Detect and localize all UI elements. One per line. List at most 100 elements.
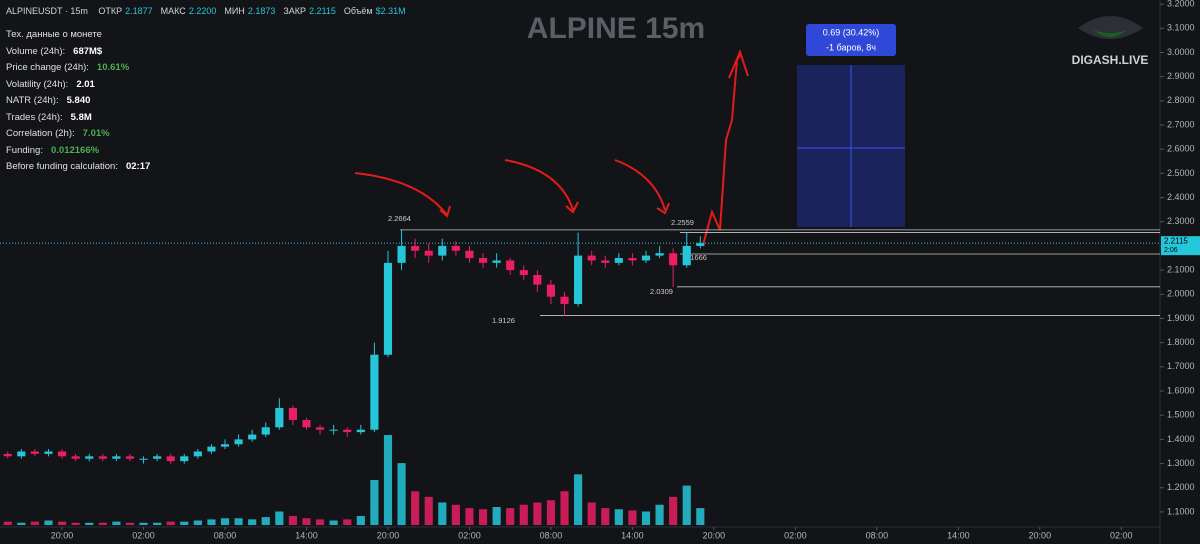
x-tick-label: 14:00	[947, 530, 970, 540]
stat-label: Volatility (24h):	[6, 78, 69, 90]
x-tick-label: 08:00	[866, 530, 889, 540]
candle-body	[424, 250, 433, 256]
last-price-tag	[1161, 236, 1200, 256]
candle-body	[574, 255, 583, 304]
level-label: 2.0309	[650, 287, 673, 296]
candle-body	[492, 260, 501, 263]
candle-body	[316, 427, 325, 430]
stat-label: Price change (24h):	[6, 62, 89, 73]
volume-bar	[614, 509, 623, 525]
volume-bar	[519, 504, 528, 525]
candle-body	[71, 456, 80, 459]
candle-body	[139, 458, 148, 460]
ohlc-value: 2.2115	[309, 6, 336, 16]
ohlc-value: $2.31M	[375, 6, 406, 16]
candle-body	[614, 258, 623, 263]
y-tick-label: 1.4000	[1167, 434, 1195, 444]
volume-bar	[261, 517, 270, 525]
volume-bar	[397, 463, 406, 525]
y-tick-label: 2.4000	[1167, 192, 1195, 202]
volume-bar	[546, 500, 556, 525]
candle-body	[234, 439, 243, 445]
stat-row: Correlation (2h): 7.01%	[6, 126, 150, 143]
level-label: 2.1666	[684, 253, 707, 262]
candle-body	[329, 429, 338, 431]
x-tick-label: 02:00	[784, 530, 807, 540]
candle-body	[180, 456, 189, 462]
symbol: ALPINEUSDT · 15m	[6, 6, 88, 16]
volume-bar	[112, 521, 121, 525]
candle-body	[533, 274, 542, 285]
logo-text: DIGASH.LIVE	[1072, 53, 1149, 67]
candle-body	[112, 456, 121, 459]
volume-bar	[30, 521, 39, 525]
y-tick-label: 1.8000	[1167, 337, 1195, 347]
candle-body	[465, 250, 474, 259]
volume-bar	[125, 522, 135, 525]
volume-bar	[71, 522, 80, 525]
annotation-arrows	[354, 49, 749, 246]
volume-bar	[275, 511, 284, 525]
header: ALPINEUSDT · 15m ОТКР 2.1877 МАКС 2.2200 МИН…	[6, 6, 406, 16]
level-label: 2.2559	[671, 218, 694, 227]
y-tick-label: 2.0000	[1167, 289, 1195, 299]
stat-label: Volume (24h):	[6, 45, 66, 57]
volume-bar	[506, 508, 515, 525]
x-tick-label: 08:00	[214, 530, 237, 540]
volume-bar	[57, 521, 67, 525]
logo: DIGASH.LIVE	[1072, 16, 1149, 67]
level-label: 1.9126	[492, 316, 515, 325]
y-tick-label: 1.9000	[1167, 313, 1195, 323]
volume-bar	[438, 502, 447, 525]
candle-body	[207, 446, 216, 452]
candle-body	[411, 245, 420, 251]
candle-body	[57, 451, 67, 457]
ohlc-label: МАКС	[160, 6, 186, 16]
candle-body	[696, 243, 705, 246]
candle-body	[275, 407, 284, 428]
candle-body	[546, 284, 556, 297]
candle-body	[153, 456, 162, 459]
volume-bar	[166, 521, 175, 525]
x-tick-label: 02:00	[458, 530, 481, 540]
measure-box: 0.69 (30.42%) -1 баров, 8ч	[797, 24, 905, 227]
y-tick-label: 1.7000	[1167, 361, 1195, 371]
y-tick-label: 2.1000	[1167, 264, 1195, 274]
y-tick-label: 2.7000	[1167, 119, 1195, 129]
stat-row: Funding: 0.012166%	[6, 143, 150, 160]
candle-body	[125, 456, 135, 459]
stat-row: Volume (24h): 687M$	[6, 44, 150, 61]
candle-body	[261, 427, 270, 435]
x-tick-label: 20:00	[51, 530, 74, 540]
candle-body	[506, 260, 515, 271]
stat-row: NATR (24h): 5.840	[6, 93, 150, 110]
y-tick-label: 2.9000	[1167, 71, 1195, 81]
x-tick-label: 20:00	[1029, 530, 1052, 540]
candle-body	[3, 453, 12, 457]
stat-value: 5.8M	[70, 111, 92, 123]
volume-bar	[628, 510, 637, 525]
candle-body	[601, 260, 610, 263]
candle-body	[682, 245, 691, 266]
level-label: 2.2664	[388, 214, 411, 223]
volume-bar	[451, 504, 460, 525]
y-tick-label: 3.1000	[1167, 23, 1195, 33]
x-tick-label: 20:00	[377, 530, 400, 540]
stats-panel: Тех. данные о монете Volume (24h): 687M$ P…	[6, 27, 150, 176]
stat-value: 5.840	[66, 95, 91, 106]
stat-label: NATR (24h):	[6, 95, 59, 106]
volume-bar	[682, 485, 691, 525]
candle-body	[655, 253, 664, 256]
volume-bar	[343, 519, 352, 525]
volume-bar	[465, 508, 474, 525]
volume-bar	[153, 522, 162, 525]
stat-label: Before funding calculation:	[6, 161, 118, 172]
candle-body	[30, 451, 39, 454]
volume-bar	[424, 496, 433, 525]
volume-bar	[478, 509, 488, 525]
candle-body	[451, 245, 460, 251]
candle-body	[302, 420, 311, 428]
volume-bar	[248, 519, 257, 525]
volume-bar	[3, 521, 12, 525]
